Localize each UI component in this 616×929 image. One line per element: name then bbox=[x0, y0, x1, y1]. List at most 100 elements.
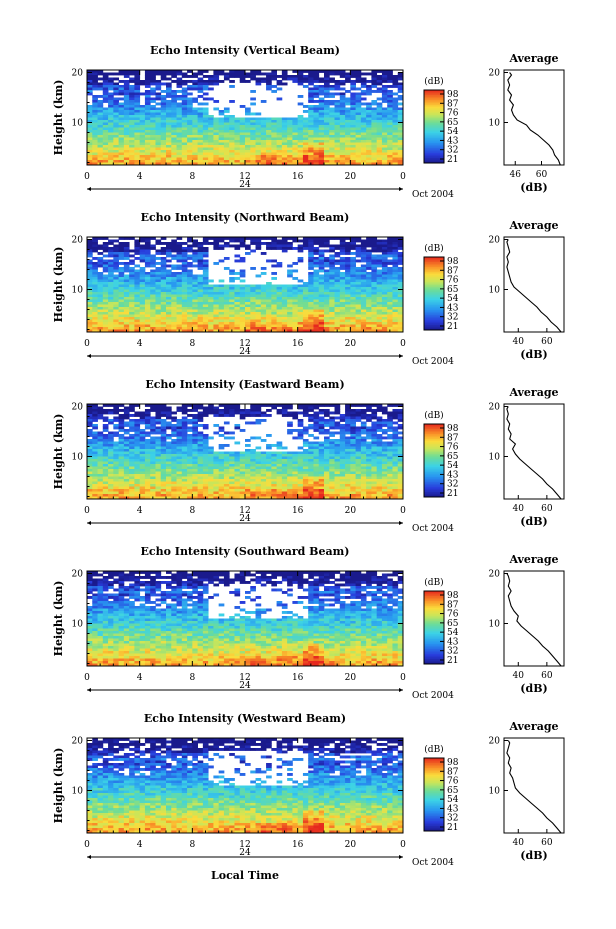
x-tick-label: 12 bbox=[239, 172, 250, 182]
colorbar-tick-label: 43 bbox=[447, 637, 459, 647]
colorbar-tick-label: 98 bbox=[447, 758, 459, 768]
beam-panel-3: Echo Intensity (Southward Beam) 0 4 8 12 16 20… bbox=[52, 545, 565, 701]
x-tick-label: 0 bbox=[400, 339, 406, 349]
colorbar-tick-label: 76 bbox=[447, 777, 459, 787]
y-axis-label: Height (km) bbox=[52, 414, 65, 490]
x-tick-label: 0 bbox=[84, 172, 90, 182]
profile-x-label: (dB) bbox=[520, 348, 547, 361]
colorbar-tick-label: 65 bbox=[447, 118, 459, 128]
colorbar-tick-label: 43 bbox=[447, 470, 459, 480]
x-tick-label: 20 bbox=[345, 840, 357, 850]
profile-y-tick-label: 20 bbox=[489, 737, 501, 747]
profile-x-label: (dB) bbox=[520, 849, 547, 862]
x-tick-label: 8 bbox=[189, 172, 195, 182]
y-tick-label: 20 bbox=[72, 403, 84, 413]
colorbar-label: (dB) bbox=[424, 76, 443, 87]
x-tick-label: 16 bbox=[292, 172, 304, 182]
colorbar-tick-label: 76 bbox=[447, 276, 459, 286]
y-axis-label: Height (km) bbox=[52, 581, 65, 657]
colorbar-tick-label: 87 bbox=[447, 767, 459, 777]
profile-x-label: (dB) bbox=[520, 682, 547, 695]
x-tick-label: 12 bbox=[239, 506, 250, 516]
x-tick-label: 8 bbox=[189, 506, 195, 516]
x-tick-label: 0 bbox=[84, 840, 90, 850]
panel-title: Echo Intensity (Southward Beam) bbox=[141, 545, 350, 558]
profile-x-tick-label: 60 bbox=[541, 337, 553, 347]
colorbar-tick-label: 76 bbox=[447, 109, 459, 119]
colorbar-tick-label: 32 bbox=[447, 146, 458, 156]
profile-x-tick-label: 60 bbox=[541, 671, 553, 681]
x-tick-label: 0 bbox=[400, 673, 406, 683]
colorbar-tick-label: 21 bbox=[447, 656, 458, 666]
colorbar-label: (dB) bbox=[424, 577, 443, 588]
colorbar-tick-label: 65 bbox=[447, 786, 459, 796]
x-tick-label: 0 bbox=[400, 506, 406, 516]
average-profile: Average 10 20 46 60(dB) bbox=[489, 52, 565, 194]
profile-line bbox=[506, 573, 562, 667]
x-tick-label: 20 bbox=[345, 673, 357, 683]
profile-x-tick-label: 60 bbox=[541, 504, 553, 514]
y-axis-label: Height (km) bbox=[52, 80, 65, 156]
profile-y-tick-label: 20 bbox=[489, 69, 501, 79]
x-tick-label: 0 bbox=[84, 506, 90, 516]
x-tick-label: 16 bbox=[292, 506, 304, 516]
colorbar-label: (dB) bbox=[424, 744, 443, 755]
x-tick-label: 4 bbox=[137, 840, 143, 850]
colorbar-label: (dB) bbox=[424, 410, 443, 421]
y-tick-label: 20 bbox=[72, 69, 84, 79]
colorbar-tick-label: 43 bbox=[447, 804, 459, 814]
colorbar-tick-label: 98 bbox=[447, 424, 459, 434]
beam-panel-2: Echo Intensity (Eastward Beam) 0 4 8 12 16 20 0… bbox=[52, 378, 565, 534]
y-tick-label: 20 bbox=[72, 737, 84, 747]
average-profile: Average 10 20 40 60(dB) bbox=[489, 219, 565, 361]
x-tick-label: 4 bbox=[137, 506, 143, 516]
profile-line bbox=[506, 239, 562, 333]
profile-x-label: (dB) bbox=[520, 515, 547, 528]
x-tick-label: 0 bbox=[84, 673, 90, 683]
profile-x-tick-label: 40 bbox=[513, 504, 525, 514]
profile-y-tick-label: 20 bbox=[489, 403, 501, 413]
x-tick-label: 0 bbox=[400, 172, 406, 182]
colorbar-tick-label: 21 bbox=[447, 155, 458, 165]
y-tick-label: 20 bbox=[72, 570, 84, 580]
x-tick-label: 16 bbox=[292, 840, 304, 850]
colorbar-tick-label: 43 bbox=[447, 303, 459, 313]
colorbar-tick-label: 54 bbox=[447, 461, 459, 471]
average-profile: Average 10 20 40 60(dB) bbox=[489, 386, 565, 528]
profile-line bbox=[506, 406, 562, 500]
colorbar-tick-label: 54 bbox=[447, 795, 459, 805]
colorbar-tick-label: 76 bbox=[447, 610, 459, 620]
x-tick-label: 16 bbox=[292, 339, 304, 349]
colorbar-tick-label: 87 bbox=[447, 266, 459, 276]
day-label: 24 bbox=[239, 180, 251, 190]
echo-intensity-field bbox=[87, 571, 404, 667]
average-profile: Average 10 20 40 60(dB) bbox=[489, 553, 565, 695]
colorbar-tick-label: 54 bbox=[447, 628, 459, 638]
panel-title: Echo Intensity (Westward Beam) bbox=[144, 712, 346, 725]
profile-y-tick-label: 20 bbox=[489, 570, 501, 580]
day-label: 24 bbox=[239, 848, 251, 858]
day-label: 24 bbox=[239, 514, 251, 524]
x-axis-label: Local Time bbox=[211, 869, 279, 882]
profile-x-tick-label: 46 bbox=[510, 170, 522, 180]
profile-y-tick-label: 10 bbox=[489, 286, 501, 296]
colorbar-tick-label: 32 bbox=[447, 647, 458, 657]
y-tick-label: 10 bbox=[72, 119, 84, 129]
panel-title: Echo Intensity (Eastward Beam) bbox=[145, 378, 344, 391]
profile-title: Average bbox=[508, 219, 558, 232]
colorbar-tick-label: 21 bbox=[447, 823, 458, 833]
colorbar-tick-label: 21 bbox=[447, 322, 458, 332]
echo-intensity-field bbox=[87, 404, 404, 500]
panel-title: Echo Intensity (Vertical Beam) bbox=[150, 44, 340, 57]
beam-panel-4: Echo Intensity (Westward Beam) 0 4 8 12 16 20 0… bbox=[52, 712, 565, 868]
y-tick-label: 10 bbox=[72, 286, 84, 296]
echo-intensity-field bbox=[87, 237, 404, 333]
colorbar-tick-label: 98 bbox=[447, 591, 459, 601]
x-tick-label: 0 bbox=[84, 339, 90, 349]
y-tick-label: 10 bbox=[72, 787, 84, 797]
x-tick-label: 4 bbox=[137, 339, 143, 349]
profile-x-tick-label: 40 bbox=[513, 337, 525, 347]
